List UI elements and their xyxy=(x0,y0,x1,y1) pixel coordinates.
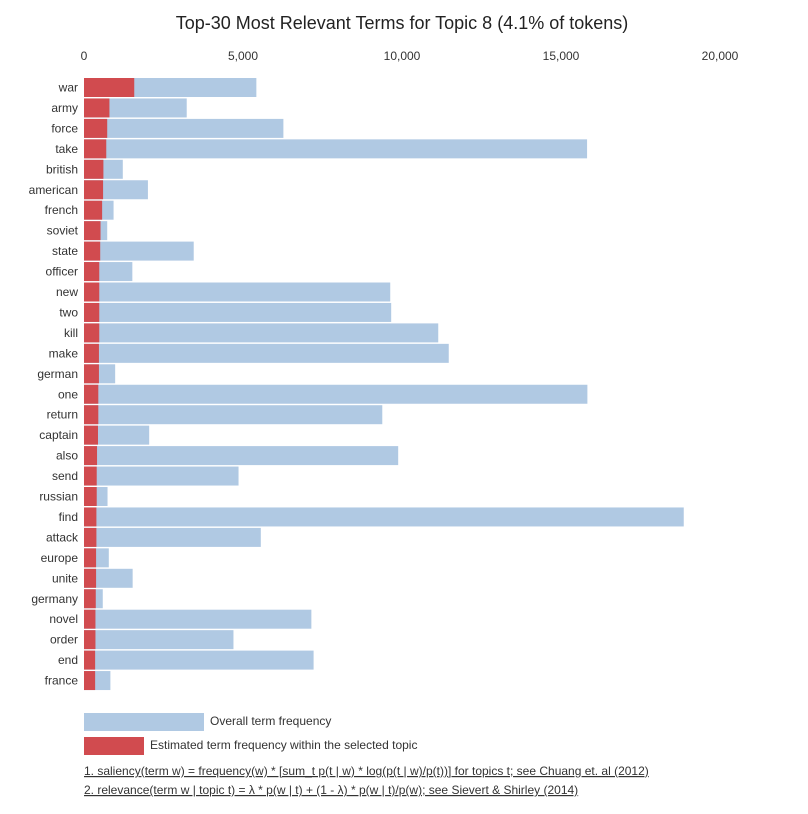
bar-topic-army[interactable] xyxy=(84,98,110,118)
term-labels: war army force take british american french sov… xyxy=(29,81,79,688)
term-label-captain[interactable]: captain xyxy=(39,428,78,442)
chart-title: Top-30 Most Relevant Terms for Topic 8 (… xyxy=(176,13,629,33)
bar-overall-find[interactable] xyxy=(84,507,684,527)
term-label-two[interactable]: two xyxy=(59,305,78,319)
term-label-find[interactable]: find xyxy=(59,510,78,524)
bar-topic-take[interactable] xyxy=(84,139,107,159)
bar-overall-unite[interactable] xyxy=(84,568,133,588)
term-label-unite[interactable]: unite xyxy=(52,571,78,585)
legend-label-overall: Overall term frequency xyxy=(210,714,331,728)
term-label-germany[interactable]: germany xyxy=(31,592,78,606)
bar-topic-soviet[interactable] xyxy=(84,221,101,241)
bar-topic-return[interactable] xyxy=(84,405,99,425)
bar-overall-make[interactable] xyxy=(84,343,449,363)
saliency-note-link[interactable]: 1. saliency(term w) = frequency(w) * [su… xyxy=(84,764,649,778)
bar-overall-order[interactable] xyxy=(84,630,234,650)
term-label-kill[interactable]: kill xyxy=(64,326,78,340)
bar-overall-take[interactable] xyxy=(84,139,588,159)
bar-topic-kill[interactable] xyxy=(84,323,100,343)
legend-swatch-topic xyxy=(84,737,144,755)
bar-topic-france[interactable] xyxy=(84,671,96,691)
legend-label-topic: Estimated term frequency within the sele… xyxy=(150,738,417,752)
bar-topic-one[interactable] xyxy=(84,384,99,404)
bar-overall-new[interactable] xyxy=(84,282,391,302)
term-label-soviet[interactable]: soviet xyxy=(47,224,79,238)
bar-overall-send[interactable] xyxy=(84,466,239,486)
bar-topic-europe[interactable] xyxy=(84,548,97,568)
term-label-officer[interactable]: officer xyxy=(46,265,78,279)
bar-topic-end[interactable] xyxy=(84,650,96,670)
footnotes[interactable]: 1. saliency(term w) = frequency(w) * [su… xyxy=(84,764,649,797)
term-label-make[interactable]: make xyxy=(49,346,79,360)
x-tick-label: 20,000 xyxy=(702,49,739,63)
term-label-new[interactable]: new xyxy=(56,285,78,299)
bar-topic-new[interactable] xyxy=(84,282,100,302)
term-label-force[interactable]: force xyxy=(51,121,78,135)
x-tick-label: 0 xyxy=(81,49,88,63)
term-label-end[interactable]: end xyxy=(58,653,78,667)
bar-topic-send[interactable] xyxy=(84,466,97,486)
term-label-state[interactable]: state xyxy=(52,244,78,258)
term-label-return[interactable]: return xyxy=(47,408,78,422)
term-label-also[interactable]: also xyxy=(56,449,78,463)
term-label-france[interactable]: france xyxy=(45,674,79,688)
bar-topic-order[interactable] xyxy=(84,630,96,650)
relevance-note-link[interactable]: 2. relevance(term w | topic t) = λ * p(w… xyxy=(84,783,578,797)
term-label-send[interactable]: send xyxy=(52,469,78,483)
bar-topic-attack[interactable] xyxy=(84,527,97,547)
x-tick-label: 10,000 xyxy=(384,49,421,63)
term-label-british[interactable]: british xyxy=(46,162,78,176)
bars xyxy=(84,78,684,691)
bar-topic-state[interactable] xyxy=(84,241,101,261)
bar-topic-germany[interactable] xyxy=(84,589,96,609)
bar-topic-two[interactable] xyxy=(84,302,100,322)
bar-topic-russian[interactable] xyxy=(84,487,97,506)
term-label-europe[interactable]: europe xyxy=(41,551,79,565)
term-label-order[interactable]: order xyxy=(50,633,78,647)
bar-topic-novel[interactable] xyxy=(84,609,96,629)
term-label-army[interactable]: army xyxy=(51,101,78,115)
bar-topic-force[interactable] xyxy=(84,118,108,138)
bar-topic-make[interactable] xyxy=(84,343,99,363)
bar-topic-american[interactable] xyxy=(84,180,104,200)
term-label-one[interactable]: one xyxy=(58,387,78,401)
x-axis-ticks: 0 5,000 10,000 15,000 20,000 xyxy=(81,49,739,63)
bar-overall-army[interactable] xyxy=(84,98,187,118)
bar-topic-war[interactable] xyxy=(84,78,135,97)
bar-overall-one[interactable] xyxy=(84,384,588,404)
bar-topic-german[interactable] xyxy=(84,364,99,384)
term-label-american[interactable]: american xyxy=(29,183,78,197)
x-tick-label: 15,000 xyxy=(543,49,580,63)
term-label-novel[interactable]: novel xyxy=(49,612,78,626)
bar-topic-find[interactable] xyxy=(84,507,97,527)
term-label-take[interactable]: take xyxy=(55,142,78,156)
term-label-war[interactable]: war xyxy=(58,81,78,95)
legend: Overall term frequency Estimated term fr… xyxy=(84,713,417,755)
bar-overall-attack[interactable] xyxy=(84,527,261,547)
bar-overall-also[interactable] xyxy=(84,446,399,466)
bar-overall-force[interactable] xyxy=(84,118,284,138)
bar-overall-kill[interactable] xyxy=(84,323,439,343)
bar-topic-captain[interactable] xyxy=(84,425,98,445)
legend-swatch-overall xyxy=(84,713,204,731)
bar-overall-novel[interactable] xyxy=(84,609,312,629)
bar-topic-also[interactable] xyxy=(84,446,98,466)
bar-topic-british[interactable] xyxy=(84,159,104,179)
bar-topic-officer[interactable] xyxy=(84,262,100,282)
term-label-german[interactable]: german xyxy=(37,367,78,381)
bar-topic-french[interactable] xyxy=(84,200,103,220)
bar-overall-return[interactable] xyxy=(84,405,383,425)
term-label-french[interactable]: french xyxy=(45,203,78,217)
term-label-attack[interactable]: attack xyxy=(46,530,79,544)
bar-topic-unite[interactable] xyxy=(84,568,97,588)
bar-overall-end[interactable] xyxy=(84,650,314,670)
term-label-russian[interactable]: russian xyxy=(39,490,78,504)
x-tick-label: 5,000 xyxy=(228,49,258,63)
bar-overall-captain[interactable] xyxy=(84,425,150,445)
bar-overall-two[interactable] xyxy=(84,302,392,322)
bar-overall-state[interactable] xyxy=(84,241,194,261)
